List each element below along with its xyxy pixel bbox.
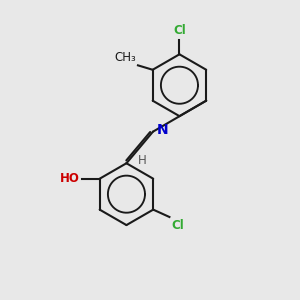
Text: Cl: Cl (173, 24, 186, 37)
Text: CH₃: CH₃ (115, 51, 136, 64)
Text: H: H (138, 154, 147, 167)
Text: N: N (157, 123, 168, 137)
Text: HO: HO (60, 172, 80, 185)
Text: Cl: Cl (172, 219, 184, 232)
